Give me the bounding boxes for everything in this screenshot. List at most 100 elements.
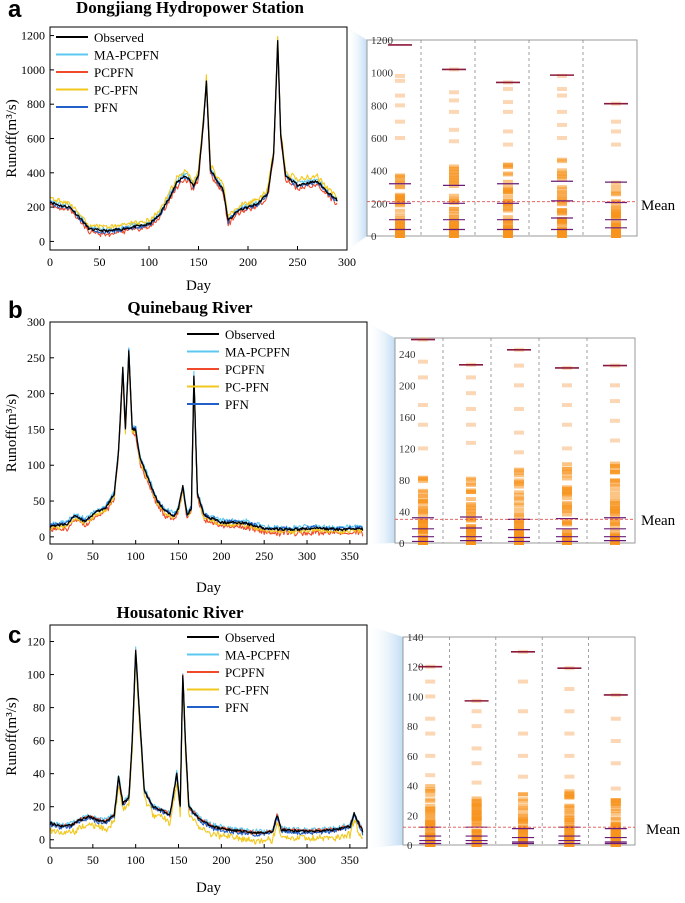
dist-point: [562, 489, 572, 494]
dist-point: [562, 462, 572, 467]
dist-point: [466, 512, 476, 517]
dist-outlier-point: [503, 87, 513, 91]
dist-point: [418, 509, 428, 514]
dist-point: [425, 831, 436, 836]
dist-y-tick-label: 100: [407, 691, 424, 703]
dist-point: [449, 211, 459, 216]
dist-frame: [366, 39, 638, 237]
x-tick-label: 300: [338, 255, 356, 269]
dist-point: [471, 796, 482, 801]
dist-point: [425, 814, 436, 819]
dist-point: [514, 518, 524, 523]
dist-point: [514, 507, 524, 512]
dist-point: [562, 476, 572, 481]
y-tick-label: 1000: [21, 63, 45, 77]
dist-outlier-point: [610, 739, 621, 743]
dist-point: [562, 518, 572, 523]
dist-y-tick-label: 200: [371, 198, 388, 210]
dist-point: [562, 528, 572, 533]
dist-point: [466, 540, 476, 545]
dist-point: [514, 532, 524, 537]
dist-y-tick-label: 80: [407, 721, 419, 733]
dist-point: [418, 532, 428, 537]
dist-point: [610, 500, 620, 505]
dist-outlier-point: [562, 383, 572, 388]
dist-outlier-point: [557, 122, 567, 127]
dist-point: [610, 808, 621, 813]
dist-point: [610, 469, 620, 474]
series-line-ma-pcpfn: [49, 646, 364, 835]
dist-outlier-point: [471, 709, 482, 714]
dist-outlier-point: [610, 716, 621, 721]
dist-point: [449, 209, 459, 214]
dist-point: [425, 803, 436, 808]
dist-point: [503, 219, 513, 224]
x-tick-label: 0: [47, 853, 53, 867]
dist-point: [514, 473, 524, 478]
x-tick-label: 100: [140, 255, 158, 269]
x-tick-label: 50: [94, 255, 106, 269]
dist-point: [395, 213, 405, 218]
dist-outlier-point: [514, 383, 524, 388]
dist-point: [395, 184, 405, 189]
dist-outlier-point: [611, 129, 621, 134]
dist-outlier-point: [449, 98, 459, 103]
dist-outlier-point: [418, 375, 428, 380]
x-tick-label: 150: [170, 853, 188, 867]
dist-outlier-point: [562, 422, 572, 427]
dist-point: [564, 805, 575, 810]
y-tick-label: 300: [27, 315, 45, 329]
legend-label: PCPFN: [225, 362, 265, 377]
mean-label: Mean: [641, 513, 676, 529]
dist-point: [518, 803, 528, 808]
series-line-ma-pcpfn: [49, 347, 364, 531]
y-tick-label: 120: [27, 635, 45, 649]
dist-point: [449, 221, 459, 226]
x-tick-label: 300: [298, 549, 316, 563]
dist-point: [395, 192, 405, 197]
panel-letter: a: [8, 0, 22, 23]
dist-point: [471, 802, 482, 807]
dist-y-tick-label: 120: [407, 662, 424, 674]
dist-outlier-point: [518, 731, 528, 736]
y-axis-label: Runoff(m³/s): [4, 697, 20, 775]
dist-point: [466, 489, 476, 494]
dist-point: [425, 806, 436, 811]
y-tick-label: 800: [27, 97, 45, 111]
dist-point: [514, 513, 524, 518]
dist-point: [611, 189, 621, 194]
dist-outlier-point: [471, 761, 482, 766]
dist-y-tick-label: 120: [399, 443, 416, 455]
dist-point: [514, 471, 524, 476]
dist-point: [466, 532, 476, 537]
x-tick-label: 200: [239, 255, 257, 269]
dist-point: [610, 483, 620, 488]
dist-point: [471, 816, 482, 821]
dist-point: [425, 842, 436, 847]
dist-point: [503, 215, 513, 220]
dist-point: [425, 784, 436, 789]
dist-point: [557, 211, 567, 216]
dist-point: [425, 840, 436, 845]
dist-outlier-point: [514, 450, 524, 455]
series-line-observed: [49, 350, 364, 532]
legend-label: PC-PFN: [225, 683, 270, 698]
dist-point: [514, 481, 524, 486]
dist-y-tick-label: 240: [399, 349, 416, 361]
dist-point: [395, 224, 405, 229]
y-tick-label: 80: [33, 701, 45, 715]
dist-point: [518, 792, 528, 797]
dist-outlier-point: [471, 746, 482, 751]
dist-point: [503, 179, 513, 184]
mean-label: Mean: [641, 198, 676, 214]
dist-point: [610, 798, 621, 803]
series-line-pc-pfn: [49, 35, 338, 230]
dist-point: [418, 540, 428, 545]
y-tick-label: 100: [27, 458, 45, 472]
dist-y-tick-label: 20: [407, 810, 419, 822]
dist-point: [610, 487, 620, 492]
dist-y-tick-label: 40: [407, 781, 419, 793]
dist-point: [503, 207, 513, 212]
dist-point: [503, 194, 513, 199]
dist-point: [514, 492, 524, 497]
